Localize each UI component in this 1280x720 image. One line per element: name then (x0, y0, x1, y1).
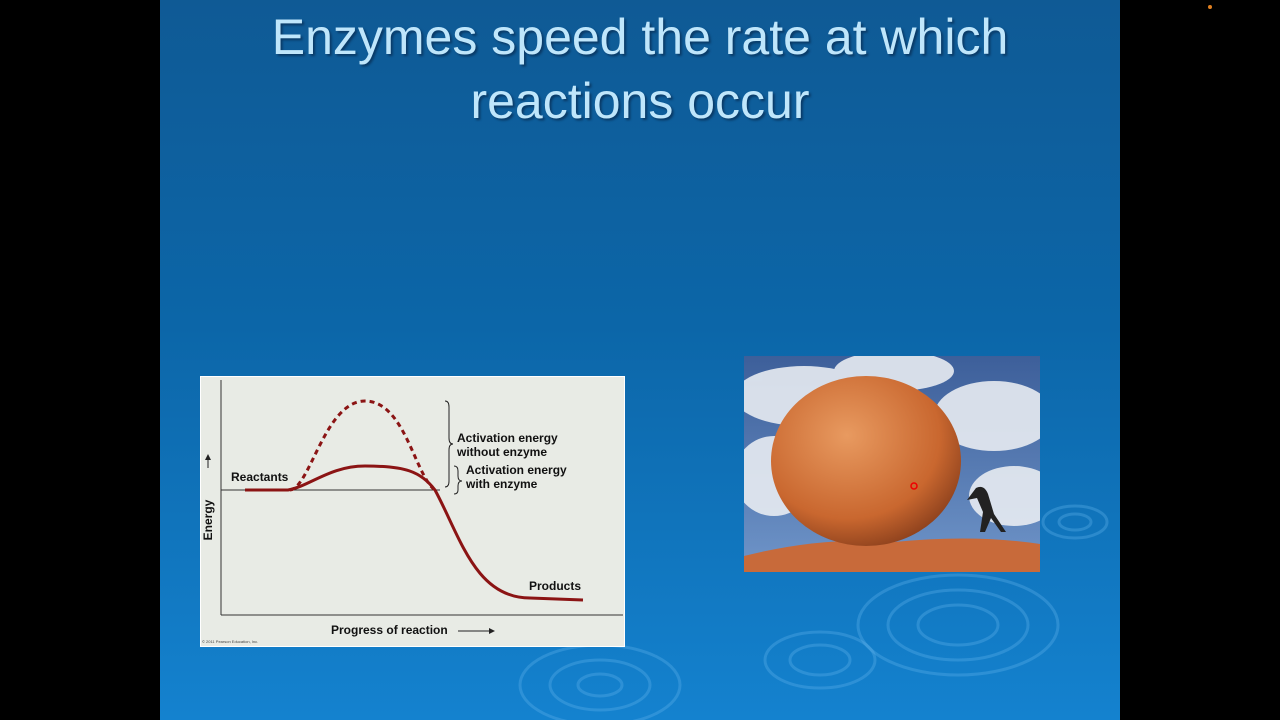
x-axis-label: Progress of reaction (331, 623, 448, 637)
without-enzyme-label: Activation energy (457, 431, 558, 445)
reactants-label: Reactants (231, 470, 289, 484)
products-label: Products (529, 579, 581, 593)
copyright: © 2011 Pearson Education, Inc. (202, 639, 258, 644)
without-enzyme-label: without enzyme (456, 445, 547, 459)
indicator-dot (1208, 5, 1212, 9)
boulder-photo (744, 356, 1040, 572)
energy-diagram: Reactants Products Activation energy wit… (200, 376, 625, 647)
with-enzyme-label: Activation energy (466, 463, 567, 477)
slide-title-line: Enzymes speed the rate at which (271, 9, 1009, 65)
with-enzyme-label: with enzyme (465, 477, 538, 491)
slide-title-line: reactions occur (470, 73, 810, 129)
y-axis-label: Energy (201, 499, 215, 540)
